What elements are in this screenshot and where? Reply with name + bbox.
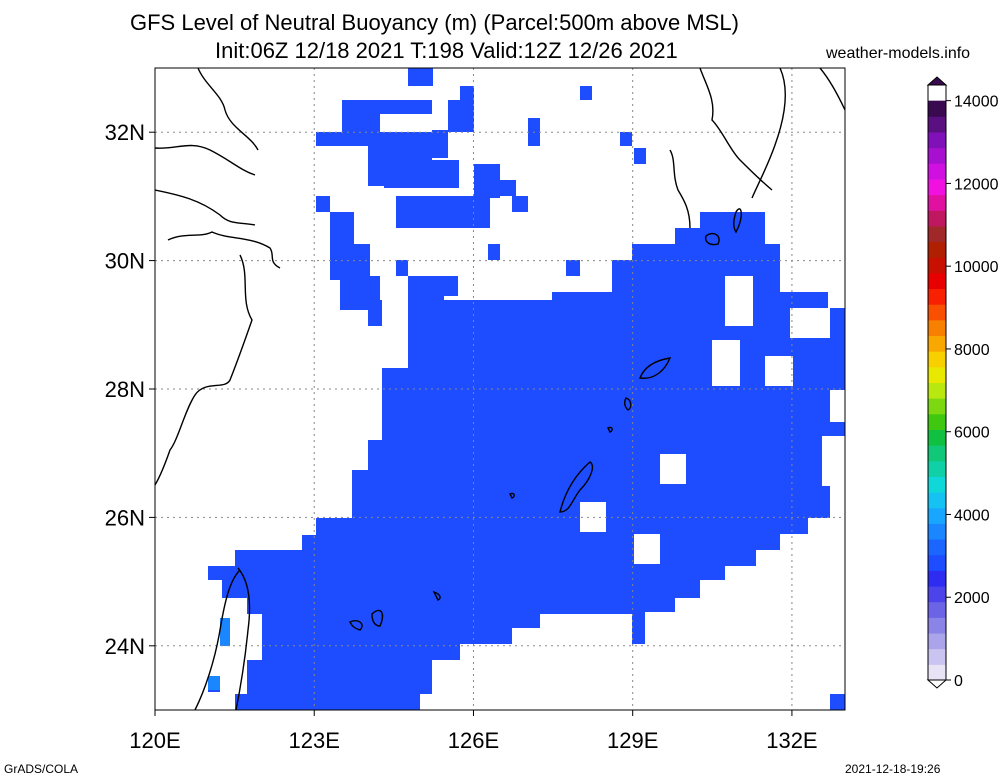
lon-tick-label: 132E (766, 728, 817, 753)
lat-tick-label: 32N (105, 120, 145, 145)
colorbar-segment (928, 351, 946, 368)
colorbar-segment (928, 366, 946, 383)
colorbar-segment (928, 492, 946, 509)
colorbar-segment (928, 398, 946, 415)
lon-tick-label: 129E (607, 728, 658, 753)
colorbar-segment (928, 116, 946, 133)
colorbar-label: 14000 (954, 94, 999, 111)
lat-ticks: 24N 26N 28N 30N 32N (105, 120, 155, 659)
colorbar-label: 6000 (954, 425, 990, 442)
colorbar-label: 2000 (954, 590, 990, 607)
colorbar-segment (928, 382, 946, 399)
colorbar-segment (928, 617, 946, 634)
lat-tick-label: 24N (105, 634, 145, 659)
colorbar-segment (928, 147, 946, 164)
colorbar-segment (928, 335, 946, 352)
colorbar-segment (928, 445, 946, 462)
title-line-2: Init:06Z 12/18 2021 T:198 Valid:12Z 12/2… (215, 38, 678, 63)
colorbar-label: 0 (954, 673, 963, 690)
colorbar-segment (928, 131, 946, 149)
colorbar-segment (928, 539, 946, 556)
colorbar-label: 4000 (954, 507, 990, 524)
site-label: weather-models.info (826, 45, 971, 62)
lat-tick-label: 28N (105, 377, 145, 402)
lon-tick-label: 120E (129, 728, 180, 753)
colorbar-segment (928, 664, 946, 681)
colorbar-segment (928, 241, 946, 258)
colorbar-segment (928, 288, 946, 305)
grid-lines (155, 68, 845, 710)
colorbar-segment (928, 633, 946, 650)
colorbar-segment (928, 460, 946, 477)
colorbar-label: 12000 (954, 176, 999, 193)
colorbar-segment (928, 429, 946, 446)
colorbar-segment (928, 413, 946, 430)
lon-tick-label: 123E (289, 728, 340, 753)
colorbar-segment (928, 272, 946, 290)
colorbar-segment (928, 100, 946, 117)
colorbar-segment (928, 319, 946, 337)
footer-timestamp: 2021-12-18-19:26 (845, 762, 941, 776)
colorbar-segment (928, 257, 946, 274)
colorbar-segment (928, 178, 946, 196)
lat-tick-label: 30N (105, 249, 145, 274)
colorbar-segment (928, 601, 946, 618)
colorbar-segment (928, 570, 946, 587)
colorbar-segment (928, 476, 946, 493)
colorbar-segment (928, 225, 946, 243)
colorbar-segment (928, 523, 946, 540)
footer-grads: GrADS/COLA (4, 762, 79, 776)
colorbar-label: 10000 (954, 259, 999, 276)
buoyancy-fill (200, 68, 845, 710)
colorbar-segment (928, 507, 946, 524)
lon-tick-label: 126E (448, 728, 499, 753)
colorbar-segment (928, 648, 946, 665)
lat-tick-label: 26N (105, 505, 145, 530)
colorbar: 0 2000 4000 6000 8000 10000 12000 14000 (926, 76, 999, 690)
colorbar-segment (928, 194, 946, 211)
colorbar-segment (928, 163, 946, 180)
colorbar-label: 8000 (954, 342, 990, 359)
colorbar-segment (928, 586, 946, 603)
colorbar-segment (928, 554, 946, 571)
colorbar-segment (928, 210, 946, 227)
coastlines (155, 68, 845, 710)
lon-ticks: 120E 123E 126E 129E 132E (129, 710, 818, 753)
colorbar-segment (928, 304, 946, 321)
title-line-1: GFS Level of Neutral Buoyancy (m) (Parce… (130, 10, 739, 35)
